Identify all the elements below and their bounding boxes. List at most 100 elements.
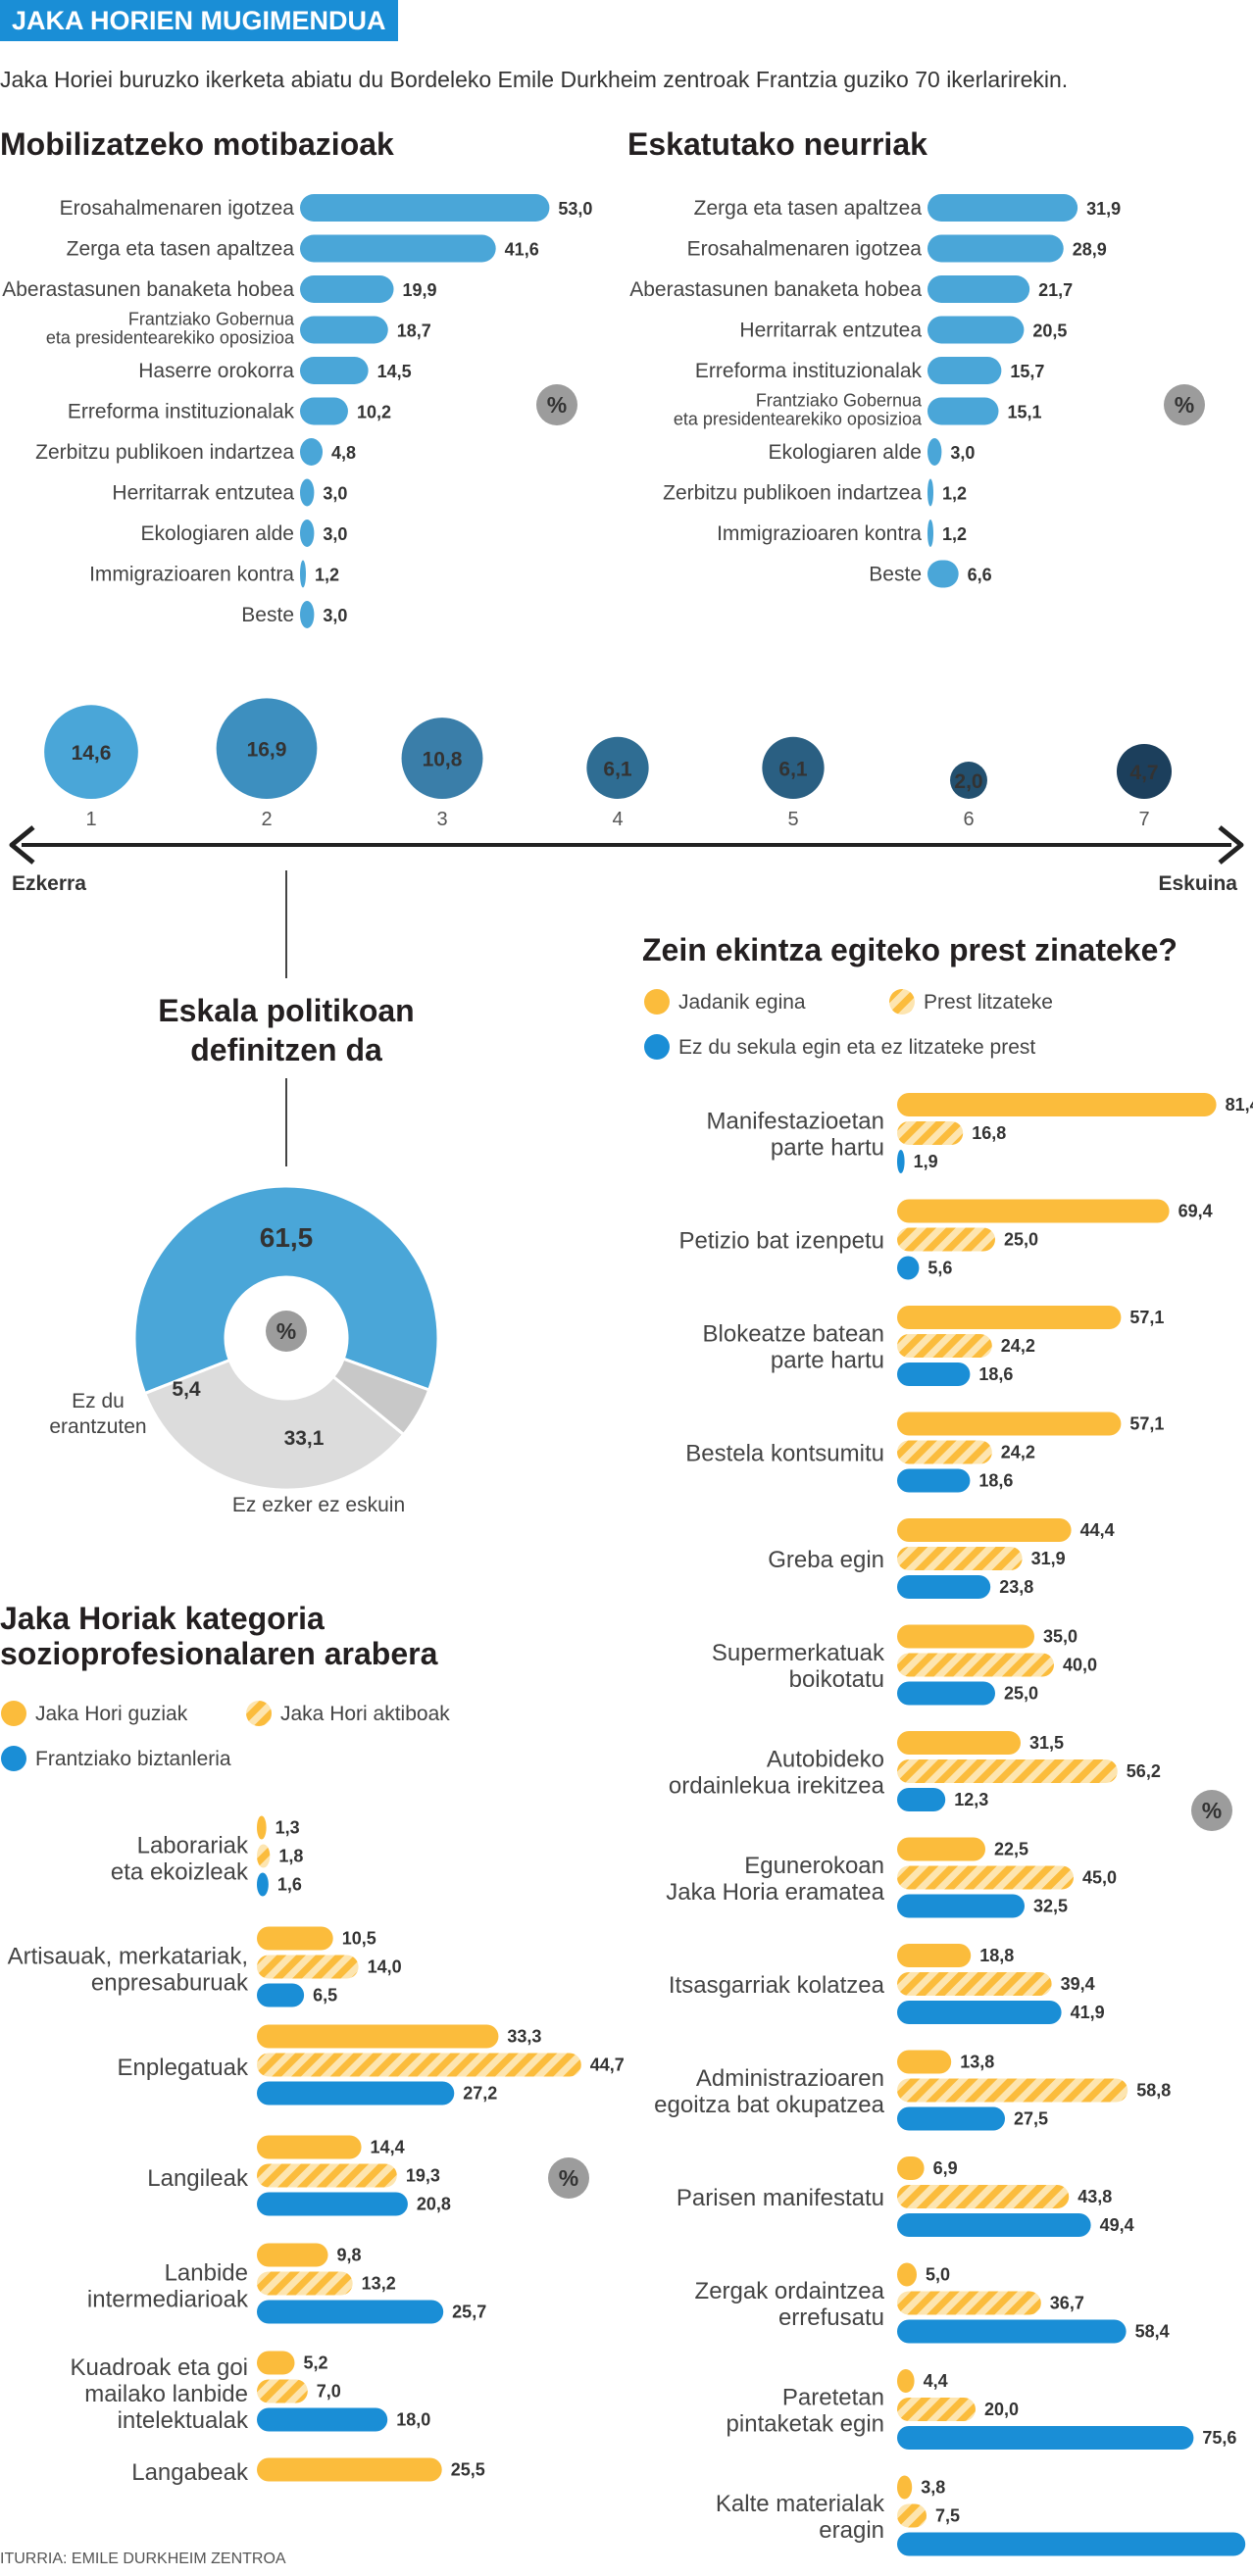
socio-bar-3-1 <box>257 2163 397 2188</box>
actions-legend-swatch-2 <box>644 1034 670 1060</box>
scale-bubble-6 <box>950 762 987 799</box>
demands-label-1: Erosahalmenaren igotzea <box>687 238 923 261</box>
donut-unit-badge-label: % <box>276 1318 296 1344</box>
demands-value-0: 31,9 <box>1086 199 1121 219</box>
socio-label-6: Langabeak <box>131 2459 249 2486</box>
header-tag: JAKA HORIEN MUGIMENDUA <box>0 0 398 41</box>
actions-label-7: Egunerokoan Jaka Horia eramatea <box>666 1853 884 1906</box>
actions-value-3-2: 18,6 <box>978 1471 1013 1491</box>
actions-bar-4-0 <box>897 1518 1072 1542</box>
scale-left-label: Ezkerra <box>12 872 86 895</box>
demands-bar-8 <box>927 520 933 547</box>
actions-bar-0-2 <box>897 1150 905 1173</box>
motivations-value-4: 14,5 <box>377 362 412 381</box>
motivations-bar-3 <box>300 316 388 344</box>
motivations-label-5: Erreforma instituzionalak <box>68 401 295 423</box>
demands-bar-4 <box>927 357 1002 384</box>
donut-value-0: 61,5 <box>260 1222 314 1253</box>
actions-bar-6-2 <box>897 1788 946 1811</box>
donut-value-1: 33,1 <box>284 1427 325 1450</box>
scale-tick-4: 4 <box>612 809 623 830</box>
actions-bar-5-2 <box>897 1681 995 1706</box>
socio-value-1-2: 6,5 <box>313 1986 337 2006</box>
scale-bubble-value-2: 16,9 <box>247 739 287 762</box>
actions-value-0-1: 16,8 <box>972 1123 1006 1143</box>
motivations-value-6: 4,8 <box>331 443 356 463</box>
actions-value-5-0: 35,0 <box>1043 1627 1078 1647</box>
actions-value-11-1: 36,7 <box>1050 2294 1084 2313</box>
actions-bar-10-2 <box>897 2213 1091 2237</box>
actions-bar-1-0 <box>897 1199 1170 1223</box>
actions-bar-6-1 <box>897 1759 1118 1783</box>
demands-label-9: Beste <box>869 564 922 586</box>
actions-value-11-2: 58,4 <box>1135 2322 1170 2342</box>
actions-unit-badge <box>1191 1790 1232 1831</box>
demands-label-4: Erreforma instituzionalak <box>695 360 923 382</box>
scale-bubble-1 <box>44 705 138 799</box>
demands-unit-badge-label: % <box>1175 392 1194 418</box>
demands-label-5: Frantziako Gobernua eta presidentearekiko… <box>674 391 923 429</box>
actions-bar-7-2 <box>897 1894 1025 1918</box>
socio-value-3-2: 20,8 <box>417 2195 451 2214</box>
scale-bubble-value-6: 2,0 <box>954 770 982 793</box>
motivations-bar-8 <box>300 520 315 547</box>
actions-label-13: Kalte materialak eragin <box>716 2491 885 2544</box>
actions-bar-13-0 <box>897 2475 913 2500</box>
socio-bar-6-0 <box>257 2457 442 2482</box>
actions-value-3-1: 24,2 <box>1001 1443 1035 1462</box>
actions-value-7-2: 32,5 <box>1033 1897 1068 1916</box>
socio-bar-1-2 <box>257 1983 305 2007</box>
socio-unit-badge <box>548 2157 589 2199</box>
actions-value-8-0: 18,8 <box>979 1946 1014 1965</box>
scale-bubble-value-5: 6,1 <box>778 758 808 780</box>
scale-bubble-7 <box>1116 743 1173 799</box>
actions-value-12-1: 20,0 <box>984 2400 1019 2419</box>
actions-label-5: Supermerkatuak boikotatu <box>712 1640 885 1693</box>
motivations-bar-6 <box>300 438 324 466</box>
demands-value-9: 6,6 <box>968 566 992 585</box>
donut-label-1: Ez ezker ez eskuin <box>232 1494 405 1516</box>
socio-bar-0-1 <box>257 1844 271 1868</box>
actions-unit-badge-label: % <box>1202 1798 1222 1823</box>
scale-tick-2: 2 <box>261 809 272 830</box>
demands-label-0: Zerga eta tasen apaltzea <box>694 197 923 220</box>
actions-bar-5-1 <box>897 1653 1054 1677</box>
actions-label-0: Manifestazioetan parte hartu <box>707 1109 884 1162</box>
actions-bar-12-0 <box>897 2369 915 2393</box>
actions-value-3-0: 57,1 <box>1129 1414 1164 1434</box>
motivations-bar-5 <box>300 397 348 425</box>
demands-value-6: 3,0 <box>950 443 975 463</box>
source-note: ITURRIA: EMILE DURKHEIM ZENTROA <box>0 2551 286 2567</box>
motivations-label-9: Immigrazioaren kontra <box>89 564 294 586</box>
socio-value-5-1: 7,0 <box>317 2382 341 2402</box>
actions-label-12: Paretetan pintaketak egin <box>727 2385 884 2438</box>
socio-bar-3-2 <box>257 2192 408 2216</box>
socio-title: Jaka Horiak kategoria sozioprofesionalare… <box>0 1601 438 1671</box>
donut-value-2: 5,4 <box>172 1378 201 1401</box>
socio-label-4: Lanbide intermediarioak <box>87 2260 249 2313</box>
motivations-value-9: 1,2 <box>315 566 339 585</box>
actions-value-9-2: 27,5 <box>1014 2109 1048 2129</box>
actions-legend-2: Ez du sekula egin eta ez litzateke prest <box>678 1036 1035 1059</box>
actions-value-12-2: 75,6 <box>1202 2428 1236 2448</box>
motivations-unit-badge <box>536 384 577 425</box>
actions-value-10-2: 49,4 <box>1100 2215 1134 2235</box>
scale-right-label: Eskuina <box>1158 872 1237 895</box>
scale-bubble-3 <box>401 718 483 799</box>
socio-legend-swatch-2 <box>1 1746 26 1771</box>
actions-value-11-0: 5,0 <box>926 2265 950 2285</box>
actions-bar-0-0 <box>897 1093 1217 1116</box>
motivations-value-1: 41,6 <box>505 240 539 260</box>
actions-value-13-1: 7,5 <box>935 2506 960 2526</box>
actions-value-5-1: 40,0 <box>1063 1656 1097 1675</box>
actions-value-6-0: 31,5 <box>1029 1733 1064 1753</box>
demands-label-6: Ekologiaren alde <box>769 441 922 464</box>
socio-bar-2-1 <box>257 2053 581 2077</box>
actions-value-12-0: 4,4 <box>924 2371 948 2391</box>
actions-value-13-0: 3,8 <box>921 2478 945 2498</box>
socio-legend-2: Frantziako biztanleria <box>35 1748 231 1770</box>
socio-value-0-2: 1,6 <box>277 1875 302 1895</box>
actions-value-10-0: 6,9 <box>933 2158 958 2178</box>
actions-legend-0: Jadanik egina <box>678 991 806 1014</box>
